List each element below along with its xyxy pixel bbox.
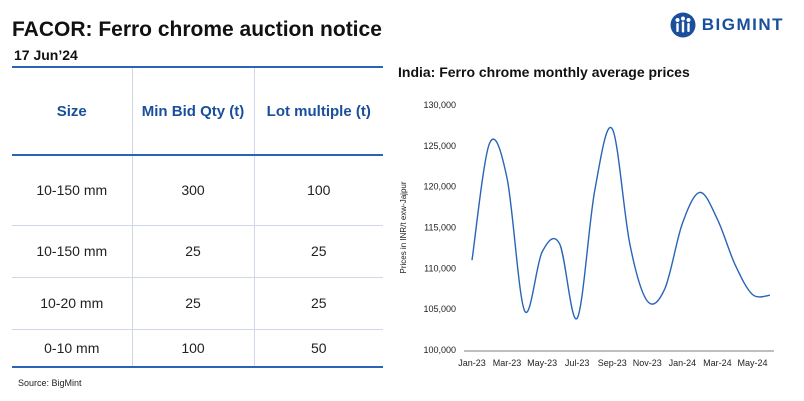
table-row: 10-150 mm 25 25 (12, 224, 383, 277)
cell-size: 10-150 mm (12, 224, 133, 277)
report-date: 17 Jun’24 (14, 47, 78, 63)
table-row: 0-10 mm 100 50 (12, 328, 383, 368)
x-tick-label: Sep-23 (598, 358, 627, 368)
series-line-ferro-chrome (471, 126, 771, 320)
x-tick-label: Mar-23 (493, 358, 522, 368)
y-tick-label: 110,000 (424, 263, 456, 273)
y-axis-label: Prices in INR/t exw-Jajpur (399, 181, 408, 273)
cell-size: 10-20 mm (12, 276, 133, 329)
col-header-size: Size (12, 67, 133, 155)
brand-logo: BIGMINT (670, 12, 784, 38)
logo-text: BIGMINT (701, 15, 784, 34)
cell-lot-multiple: 50 (254, 328, 383, 368)
cell-size: 0-10 mm (12, 328, 133, 368)
cell-lot-multiple: 25 (254, 276, 383, 329)
x-tick-label: May-24 (737, 358, 767, 368)
col-header-lot-multiple: Lot multiple (t) (266, 102, 371, 120)
cell-min-bid-qty: 25 (132, 224, 255, 277)
y-axis-ticks: 100,000 105,000 110,000 115,000 120,000 125,0… (423, 100, 456, 355)
y-tick-label: 100,000 (423, 345, 456, 355)
x-tick-label: Mar-24 (703, 358, 732, 368)
y-tick-label: 115,000 (424, 223, 456, 233)
y-tick-label: 120,000 (423, 182, 456, 192)
x-tick-label: May-23 (527, 358, 557, 368)
table-header-row: Size Min Bid Qty (t) Lot multiple (t) (12, 67, 383, 155)
x-tick-label: Jan-24 (669, 358, 697, 368)
col-header-min-bid-qty: Min Bid Qty (t) (132, 67, 255, 155)
cell-min-bid-qty: 100 (132, 328, 255, 368)
bigmint-people-icon (670, 12, 696, 38)
chart-title: India: Ferro chrome monthly average pric… (398, 64, 690, 80)
cell-min-bid-qty: 25 (132, 276, 255, 329)
cell-min-bid-qty: 300 (132, 155, 255, 225)
x-tick-label: Jul-23 (565, 358, 590, 368)
cell-size: 10-150 mm (12, 155, 133, 225)
x-tick-label: Nov-23 (633, 358, 662, 368)
table-row: 10-150 mm 300 100 (12, 155, 383, 225)
auction-table: Size Min Bid Qty (t) Lot multiple (t) 10… (12, 66, 383, 368)
table-row: 10-20 mm 25 25 (12, 276, 383, 329)
page-title: FACOR: Ferro chrome auction notice (12, 18, 382, 41)
cell-lot-multiple: 100 (307, 182, 331, 199)
price-line-chart: 100,000 105,000 110,000 115,000 120,000 125,0… (399, 100, 774, 368)
y-tick-label: 130,000 (423, 100, 456, 110)
y-tick-label: 125,000 (423, 141, 456, 151)
x-tick-label: Jan-23 (458, 358, 486, 368)
source-note: Source: BigMint (18, 378, 82, 388)
y-tick-label: 105,000 (423, 304, 456, 314)
x-axis-ticks: Jan-23 Mar-23 May-23 Jul-23 Sep-23 Nov-23 Jan-… (458, 358, 767, 368)
cell-lot-multiple: 25 (254, 224, 383, 277)
